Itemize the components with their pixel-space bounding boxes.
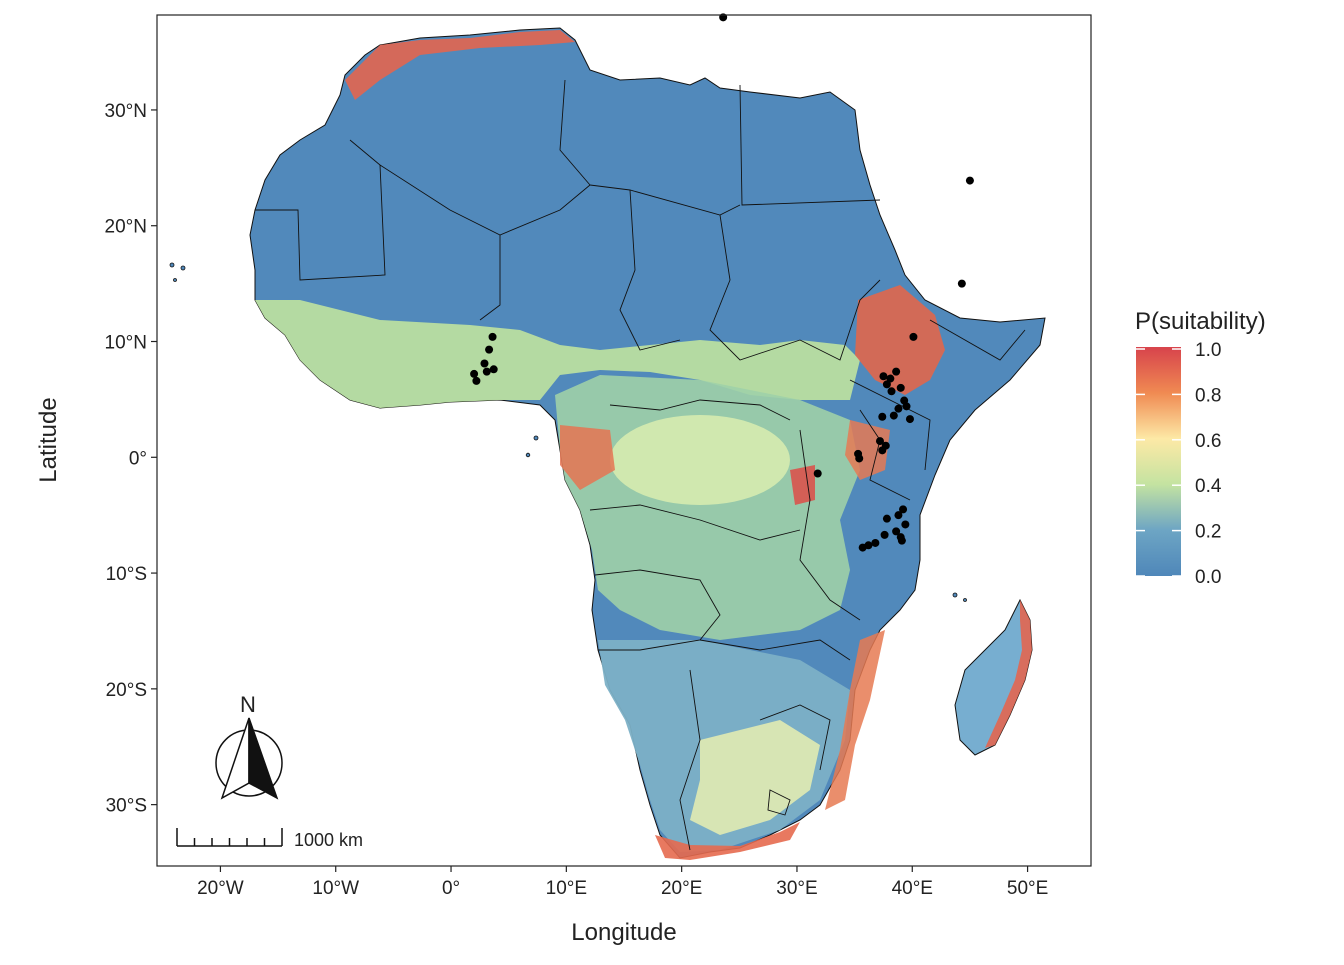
occurrence-point bbox=[901, 520, 910, 529]
occurrence-point bbox=[813, 469, 822, 478]
africa-landmass bbox=[249, 27, 1046, 860]
y-axis-title: Latitude bbox=[35, 397, 62, 482]
legend: P(suitability) 1.0 0.8 0.6 0.4 0.2 0.0 bbox=[1135, 308, 1266, 588]
y-tick-label: 20°N bbox=[105, 217, 147, 238]
occurrence-point bbox=[470, 369, 479, 378]
occurrence-point bbox=[871, 538, 880, 547]
occurrence-point bbox=[489, 365, 498, 374]
x-axis-title: Longitude bbox=[571, 919, 676, 946]
occurrence-point bbox=[485, 345, 494, 354]
north-arrow: N bbox=[215, 692, 283, 800]
y-tick-label: 30°N bbox=[105, 101, 147, 122]
occurrence-point bbox=[488, 332, 497, 341]
occurrence-point bbox=[880, 530, 889, 539]
occurrence-point bbox=[957, 279, 966, 288]
east-coast-band bbox=[825, 630, 885, 810]
occurrence-point bbox=[875, 437, 884, 446]
west-africa-band bbox=[255, 300, 860, 408]
occurrence-point bbox=[887, 387, 896, 396]
legend-label: 0.4 bbox=[1195, 476, 1222, 497]
y-tick-label: 0° bbox=[129, 448, 147, 469]
occurrence-point bbox=[878, 446, 887, 455]
y-tick-label: 10°N bbox=[105, 333, 147, 354]
x-tick-label: 0° bbox=[442, 878, 460, 899]
x-tick-label: 30°E bbox=[776, 878, 817, 899]
occurrence-point bbox=[909, 332, 918, 341]
legend-label: 0.2 bbox=[1195, 522, 1221, 543]
legend-label: 0.6 bbox=[1195, 431, 1221, 452]
ethiopian-highlands bbox=[855, 285, 945, 395]
occurrence-point bbox=[480, 359, 489, 368]
scale-bar bbox=[176, 828, 283, 847]
gabon-coast bbox=[560, 425, 615, 490]
occurrence-point bbox=[892, 527, 901, 536]
occurrence-point bbox=[905, 415, 914, 424]
south-coast-band bbox=[655, 822, 800, 860]
occurrence-point bbox=[965, 176, 974, 185]
panel-border bbox=[156, 14, 1092, 867]
east-africa-hotspot bbox=[845, 420, 890, 480]
north-coast-band bbox=[345, 30, 575, 100]
arrow-left-half bbox=[220, 717, 250, 800]
legend-label: 0.8 bbox=[1195, 385, 1221, 406]
madagascar-east-coast bbox=[985, 600, 1032, 748]
x-tick-label: 50°E bbox=[1007, 878, 1048, 899]
x-tick-label: 40°E bbox=[892, 878, 933, 899]
occurrence-point bbox=[894, 511, 903, 520]
occurrence-point bbox=[855, 454, 864, 463]
x-tick-label: 10°E bbox=[546, 878, 587, 899]
occurrence-point bbox=[899, 505, 908, 514]
x-tick-label: 10°W bbox=[312, 878, 359, 899]
legend-ticks: 1.0 0.8 0.6 0.4 0.2 0.0 bbox=[1136, 340, 1222, 588]
legend-title: P(suitability) bbox=[1135, 308, 1266, 335]
congo-basin bbox=[610, 415, 790, 505]
x-axis: 20°W 10°W 0° 10°E 20°E 30°E 40°E 50°E bbox=[197, 866, 1048, 899]
legend-label: 0.0 bbox=[1195, 567, 1221, 588]
occurrence-point bbox=[858, 543, 867, 552]
occurrence-point bbox=[889, 411, 898, 420]
occurrence-point bbox=[886, 374, 895, 383]
x-tick-label: 20°E bbox=[661, 878, 702, 899]
legend-colorbar bbox=[1136, 347, 1181, 576]
legend-label: 1.0 bbox=[1195, 340, 1221, 361]
x-tick-label: 20°W bbox=[197, 878, 244, 899]
occurrence-point bbox=[896, 383, 905, 392]
occurrence-point bbox=[882, 514, 891, 523]
islands bbox=[169, 262, 967, 602]
north-arrow-label: N bbox=[240, 692, 256, 717]
y-tick-label: 20°S bbox=[106, 680, 147, 701]
occurrence-point bbox=[878, 412, 887, 421]
scale-bar-label: 1000 km bbox=[294, 830, 363, 850]
y-axis: 30°N 20°N 10°N 0° 10°S 20°S 30°S bbox=[105, 101, 157, 817]
occurrence-point bbox=[882, 380, 891, 389]
occurrence-points bbox=[470, 13, 974, 552]
arrow-right-half bbox=[248, 717, 279, 800]
occurrence-point bbox=[894, 404, 903, 413]
occurrence-point bbox=[879, 372, 888, 381]
country-borders bbox=[255, 79, 1026, 851]
rwanda-hotspot bbox=[790, 465, 815, 505]
occurrence-point bbox=[897, 536, 906, 545]
occurrence-point bbox=[482, 367, 491, 376]
y-tick-label: 30°S bbox=[106, 796, 147, 817]
occurrence-point bbox=[472, 376, 481, 385]
y-tick-label: 10°S bbox=[106, 564, 147, 585]
occurrence-point bbox=[892, 367, 901, 376]
occurrence-point bbox=[902, 402, 911, 411]
